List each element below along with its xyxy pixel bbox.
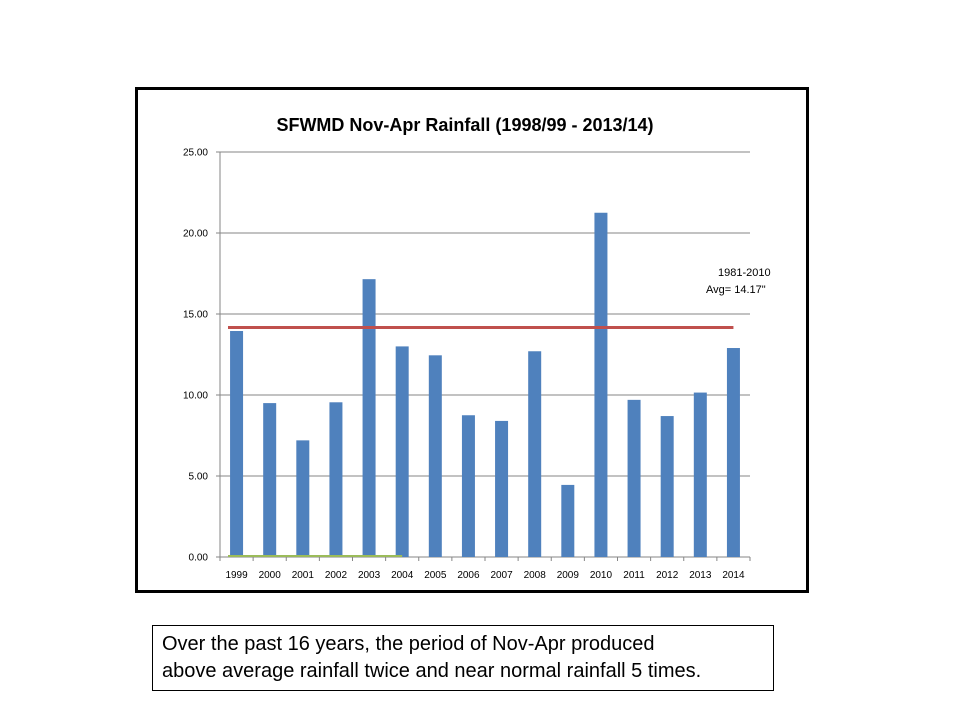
bar [428,355,442,557]
caption-line-1: Over the past 16 years, the period of No… [162,633,655,655]
bar [561,484,575,557]
average-label-value: Avg= 14.17" [706,284,766,296]
y-tick-label: 5.00 [189,472,209,483]
chart-frame: SFWMD Nov-Apr Rainfall (1998/99 - 2013/1… [135,87,809,593]
y-tick-label: 25.00 [183,148,208,159]
y-tick-label: 10.00 [183,391,208,402]
x-tick-label: 2005 [424,570,447,581]
x-tick-label: 2003 [358,570,381,581]
caption-line-2: above average rainfall twice and near no… [162,660,702,682]
bar [461,415,475,557]
caption-box: Over the past 16 years, the period of No… [152,625,774,691]
x-axis-tick-labels: 1999 2000 2001 2002 2003 2004 2005 2006 2007 2008… [225,570,745,581]
bar [726,348,740,557]
x-tick-label: 2012 [656,570,679,581]
bar [296,440,310,557]
bar [660,416,674,557]
y-axis-tick-labels: 0.00 5.00 10.00 15.00 20.00 25.00 [183,148,208,564]
x-tick-label: 2006 [457,570,480,581]
bar [528,351,542,557]
x-tick-label: 2013 [689,570,712,581]
average-line-layer [228,325,734,557]
rainfall-bar-chart: SFWMD Nov-Apr Rainfall (1998/99 - 2013/1… [183,115,771,581]
x-tick-label: 2008 [524,570,547,581]
x-tick-label: 1999 [225,570,248,581]
bar [362,279,376,557]
bar [230,331,244,557]
bar [594,212,608,557]
x-tick-label: 2014 [722,570,745,581]
bar [627,399,641,557]
x-tick-label: 2000 [259,570,282,581]
x-tick-label: 2011 [623,570,645,581]
bars [230,212,740,557]
x-tick-label: 2004 [391,570,414,581]
bar [693,392,707,557]
y-tick-label: 20.00 [183,229,208,240]
bar [263,403,277,557]
x-tick-label: 2002 [325,570,348,581]
x-tick-label: 2007 [490,570,513,581]
chart-title: SFWMD Nov-Apr Rainfall (1998/99 - 2013/1… [276,115,653,135]
bar [495,420,509,557]
x-tick-label: 2001 [292,570,315,581]
bar [395,346,409,557]
x-tick-label: 2009 [557,570,580,581]
y-tick-label: 0.00 [189,553,209,564]
average-label-period: 1981-2010 [718,267,771,279]
y-tick-label: 15.00 [183,310,208,321]
x-tick-label: 2010 [590,570,613,581]
bar [329,402,343,557]
